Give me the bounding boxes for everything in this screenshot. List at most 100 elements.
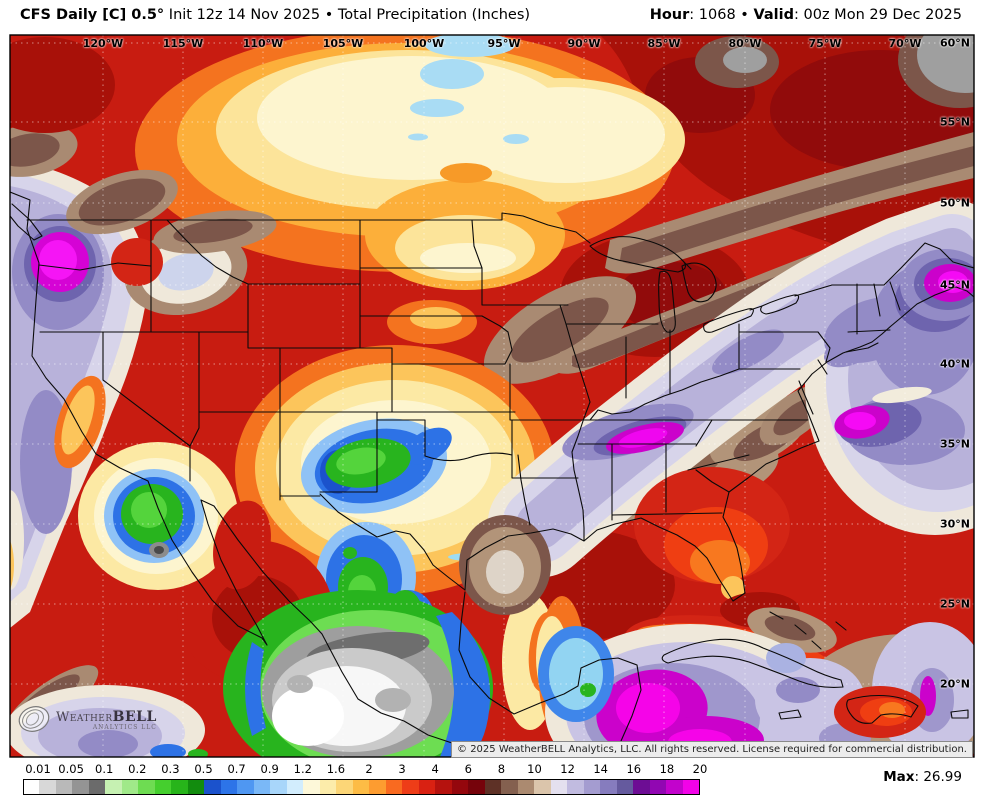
lon-label: 115°W: [162, 37, 204, 50]
logo-weather-text: Weather: [56, 709, 113, 725]
colorbar-cell: [72, 780, 89, 794]
colorbar-ticks: 0.01 0.05 0.1 0.2 0.3 0.5 0.7 0.9 1.2 1.6 2 3 4 6 8 10 1…: [0, 762, 984, 776]
weatherbell-swirl-icon: [18, 706, 50, 732]
colorbar-cell: [600, 780, 617, 794]
lon-label: 85°W: [647, 37, 681, 50]
page-title: CFS Daily [C] 0.5° Init 12z 14 Nov 2025 …: [20, 7, 530, 23]
colorbar-tick: 4: [431, 762, 439, 776]
state-borders: [10, 191, 974, 757]
lake-huron: [681, 262, 717, 303]
colorbar-cell: [187, 780, 204, 794]
colorbar-tick: 2: [365, 762, 373, 776]
hispaniola-outline: [846, 694, 919, 724]
lat-label: 60°N: [939, 36, 970, 50]
colorbar-tick: 12: [560, 762, 575, 776]
logo-bell-text: BELL: [112, 708, 157, 725]
colorbar-tick: 10: [527, 762, 542, 776]
copyright-notice: © 2025 WeatherBELL Analytics, LLC. All r…: [451, 741, 973, 758]
colorbar-tick: 0.7: [227, 762, 246, 776]
colorbar-cell: [88, 780, 105, 794]
colorbar-cell: [303, 780, 320, 794]
state-lines-plains: [359, 219, 671, 542]
colorbar-cell: [286, 780, 303, 794]
colorbar-cell: [633, 780, 650, 794]
colorbar-cell: [336, 780, 353, 794]
colorbar-tick: 0.9: [260, 762, 279, 776]
colorbar-cell: [39, 780, 56, 794]
colorbar-cell: [435, 780, 452, 794]
lake-superior: [589, 236, 687, 273]
colorbar-cell: [666, 780, 683, 794]
colorbar-cell: [319, 780, 336, 794]
colorbar-cell: [385, 780, 402, 794]
colorbar-cell: [468, 780, 485, 794]
colorbar-cell: [24, 780, 39, 794]
hour-label: Hour: [649, 7, 690, 23]
lat-label: 50°N: [939, 196, 970, 210]
colorbar-cell: [451, 780, 468, 794]
colorbar-tick: 0.05: [58, 762, 84, 776]
lon-label: 70°W: [888, 37, 922, 50]
colorbar-tick: 0.3: [161, 762, 180, 776]
colorbar-cell: [237, 780, 254, 794]
lon-label: 95°W: [487, 37, 521, 50]
colorbar-tick: 6: [464, 762, 472, 776]
colorbar-cell: [418, 780, 435, 794]
bahamas-outline: [769, 611, 847, 650]
lat-label: 45°N: [939, 278, 970, 292]
lake-ontario: [760, 294, 800, 315]
colorbar-cell: [121, 780, 138, 794]
colorbar-cell: [682, 780, 699, 794]
colorbar-tick: 0.2: [128, 762, 147, 776]
lat-label: 55°N: [939, 115, 970, 129]
lon-label: 80°W: [728, 37, 762, 50]
colorbar-cell: [55, 780, 72, 794]
coast-mexico-east: [458, 591, 642, 757]
max-number: : 26.99: [914, 769, 963, 785]
colorbar-tick: 0.1: [95, 762, 114, 776]
colorbar-cell: [220, 780, 237, 794]
lake-michigan: [658, 270, 676, 333]
weatherbell-logo-text: WeatherBELL ANALYTICS LLC: [56, 708, 157, 731]
colorbar-cell: [583, 780, 600, 794]
colorbar-tick: 1.2: [293, 762, 312, 776]
colorbar-cell: [171, 780, 188, 794]
colorbar-tick: 0.5: [194, 762, 213, 776]
lat-label: 35°N: [939, 437, 970, 451]
colorbar-tick: 8: [497, 762, 506, 776]
colorbar-cell: [138, 780, 155, 794]
chesapeake-bay: [798, 359, 828, 415]
colorbar-cell: [105, 780, 122, 794]
colorbar-tick: 16: [626, 762, 642, 776]
colorbar-tick: 20: [692, 762, 708, 776]
colorbar-tick: 3: [398, 762, 406, 776]
contour-fills: [10, 35, 974, 757]
lon-label: 75°W: [808, 37, 842, 50]
logo-subtitle: ANALYTICS LLC: [92, 723, 157, 731]
coast-pacific: [10, 191, 480, 757]
colorbar-tick: 18: [659, 762, 675, 776]
lat-label: 20°N: [939, 677, 970, 691]
weatherbell-logo: WeatherBELL ANALYTICS LLC: [16, 702, 157, 736]
hour-value: : 1068: [689, 7, 736, 23]
colorbar-cell: [567, 780, 584, 794]
colorbar-cell: [517, 780, 534, 794]
colorbar-cell: [270, 780, 287, 794]
state-lines-east: [577, 281, 901, 521]
colorbar-tick: 14: [593, 762, 609, 776]
valid-time: Hour: 1068 • Valid: 00z Mon 29 Dec 2025: [650, 7, 962, 23]
colorbar-cell: [534, 780, 551, 794]
lon-label: 110°W: [242, 37, 284, 50]
colorbar-cell: [253, 780, 270, 794]
colorbar-cell: [550, 780, 567, 794]
colorbar-tick: 1.6: [326, 762, 346, 776]
colorbar-cell: [501, 780, 518, 794]
colorbar: [23, 779, 700, 795]
state-lines-west: [38, 219, 516, 591]
bullet-separator: •: [735, 7, 754, 23]
vancouver-island: [10, 203, 43, 241]
long-island: [845, 342, 879, 353]
colorbar-cell: [352, 780, 369, 794]
